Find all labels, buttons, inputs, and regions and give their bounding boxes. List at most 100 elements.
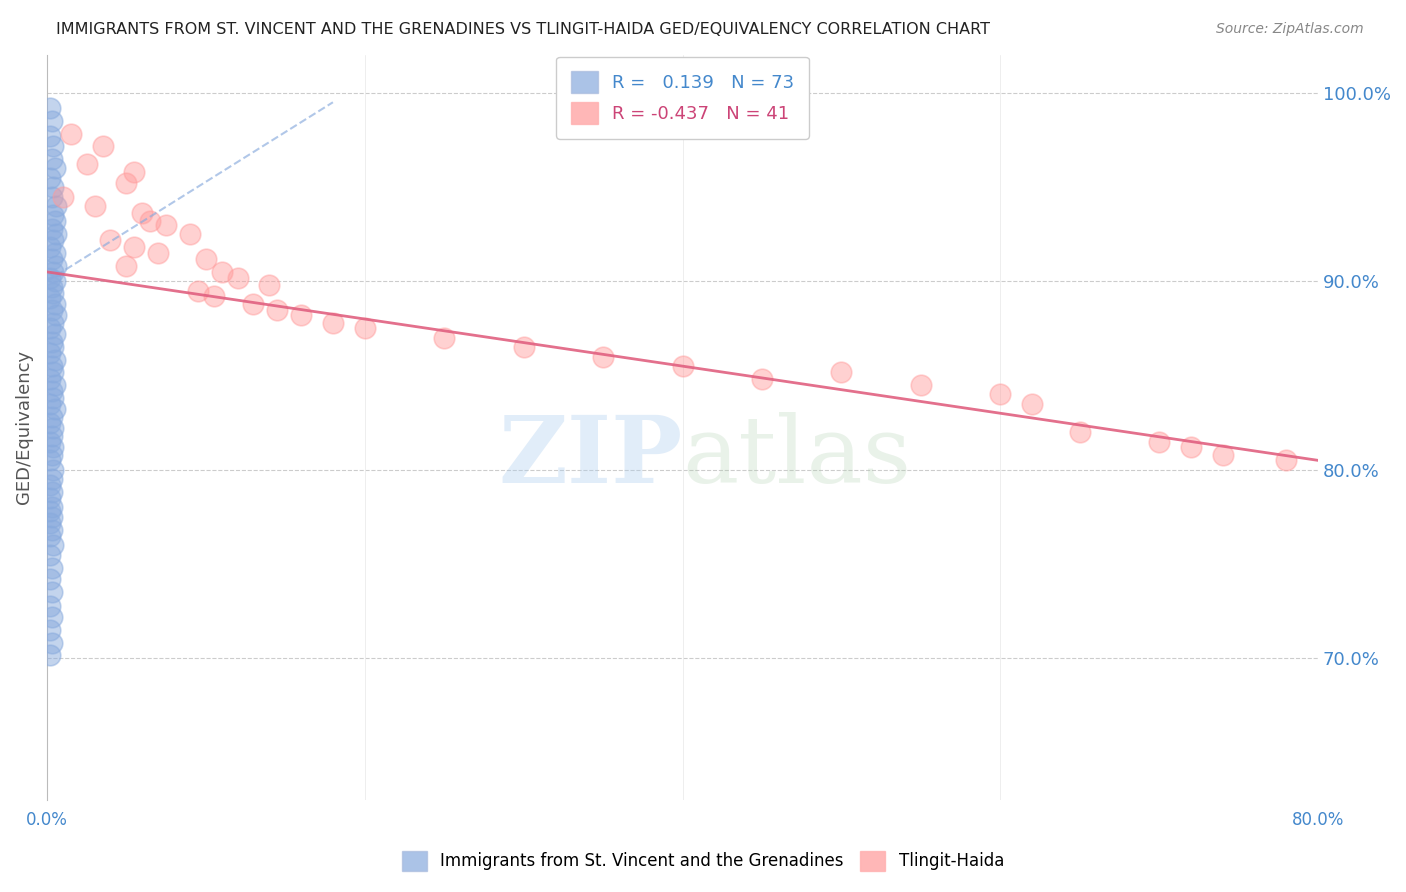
Legend: R =   0.139   N = 73, R = -0.437   N = 41: R = 0.139 N = 73, R = -0.437 N = 41 bbox=[557, 57, 808, 138]
Point bbox=[39, 453, 62, 467]
Point bbox=[751, 372, 773, 386]
Point bbox=[39, 548, 62, 562]
Point bbox=[39, 529, 62, 543]
Point bbox=[39, 416, 62, 430]
Point bbox=[42, 463, 65, 477]
Point bbox=[42, 180, 65, 194]
Point bbox=[45, 199, 67, 213]
Point bbox=[1275, 453, 1298, 467]
Point bbox=[39, 129, 62, 144]
Point bbox=[41, 302, 63, 317]
Point bbox=[39, 372, 62, 386]
Point bbox=[91, 138, 114, 153]
Point bbox=[39, 648, 62, 662]
Point bbox=[42, 265, 65, 279]
Point bbox=[100, 233, 122, 247]
Point bbox=[433, 331, 456, 345]
Point bbox=[146, 246, 169, 260]
Point bbox=[124, 165, 146, 179]
Point bbox=[41, 485, 63, 500]
Point bbox=[194, 252, 217, 266]
Text: IMMIGRANTS FROM ST. VINCENT AND THE GRENADINES VS TLINGIT-HAIDA GED/EQUIVALENCY : IMMIGRANTS FROM ST. VINCENT AND THE GREN… bbox=[56, 22, 990, 37]
Point bbox=[830, 365, 852, 379]
Point bbox=[41, 384, 63, 398]
Point bbox=[39, 291, 62, 305]
Point bbox=[322, 316, 344, 330]
Point bbox=[671, 359, 693, 373]
Point bbox=[41, 500, 63, 515]
Point bbox=[45, 259, 67, 273]
Point bbox=[45, 227, 67, 242]
Point bbox=[41, 189, 63, 203]
Point bbox=[41, 448, 63, 462]
Point bbox=[39, 491, 62, 505]
Point bbox=[39, 478, 62, 492]
Point bbox=[41, 561, 63, 575]
Point bbox=[44, 274, 66, 288]
Text: Source: ZipAtlas.com: Source: ZipAtlas.com bbox=[1216, 22, 1364, 37]
Point bbox=[41, 429, 63, 443]
Text: atlas: atlas bbox=[682, 412, 911, 502]
Point bbox=[39, 397, 62, 411]
Point bbox=[39, 572, 62, 586]
Point bbox=[1069, 425, 1091, 439]
Point bbox=[42, 365, 65, 379]
Point bbox=[41, 334, 63, 349]
Point bbox=[83, 199, 105, 213]
Point bbox=[259, 278, 281, 293]
Point bbox=[39, 270, 62, 285]
Point bbox=[42, 391, 65, 405]
Point bbox=[242, 297, 264, 311]
Point bbox=[41, 114, 63, 128]
Point bbox=[44, 161, 66, 176]
Point bbox=[44, 402, 66, 417]
Point bbox=[187, 284, 209, 298]
Point bbox=[44, 246, 66, 260]
Text: ZIP: ZIP bbox=[498, 412, 682, 502]
Point bbox=[76, 157, 98, 171]
Point bbox=[202, 289, 225, 303]
Point bbox=[179, 227, 201, 242]
Point bbox=[115, 259, 138, 273]
Point bbox=[266, 302, 288, 317]
Point bbox=[124, 240, 146, 254]
Point bbox=[39, 240, 62, 254]
Point bbox=[41, 609, 63, 624]
Point bbox=[512, 340, 534, 354]
Text: 0.0%: 0.0% bbox=[25, 811, 67, 829]
Point bbox=[139, 214, 162, 228]
Point bbox=[42, 138, 65, 153]
Point bbox=[42, 285, 65, 300]
Point bbox=[42, 340, 65, 354]
Point bbox=[42, 440, 65, 454]
Point bbox=[42, 421, 65, 435]
Text: 80.0%: 80.0% bbox=[1292, 811, 1344, 829]
Legend: Immigrants from St. Vincent and the Grenadines, Tlingit-Haida: Immigrants from St. Vincent and the Gren… bbox=[394, 842, 1012, 880]
Point bbox=[1212, 448, 1234, 462]
Point bbox=[41, 410, 63, 425]
Point bbox=[41, 359, 63, 373]
Point bbox=[52, 189, 75, 203]
Point bbox=[41, 636, 63, 650]
Point bbox=[226, 270, 249, 285]
Point bbox=[59, 128, 82, 142]
Point bbox=[42, 316, 65, 330]
Point bbox=[1147, 434, 1170, 449]
Point bbox=[45, 308, 67, 322]
Point bbox=[910, 378, 932, 392]
Y-axis label: GED/Equivalency: GED/Equivalency bbox=[15, 351, 32, 505]
Point bbox=[41, 585, 63, 599]
Point bbox=[39, 504, 62, 518]
Point bbox=[115, 177, 138, 191]
Point bbox=[1021, 397, 1043, 411]
Point bbox=[44, 214, 66, 228]
Point bbox=[988, 387, 1011, 401]
Point bbox=[39, 321, 62, 335]
Point bbox=[39, 170, 62, 185]
Point bbox=[41, 152, 63, 166]
Point bbox=[44, 327, 66, 342]
Point bbox=[42, 538, 65, 552]
Point bbox=[42, 233, 65, 247]
Point bbox=[41, 472, 63, 486]
Point bbox=[211, 265, 233, 279]
